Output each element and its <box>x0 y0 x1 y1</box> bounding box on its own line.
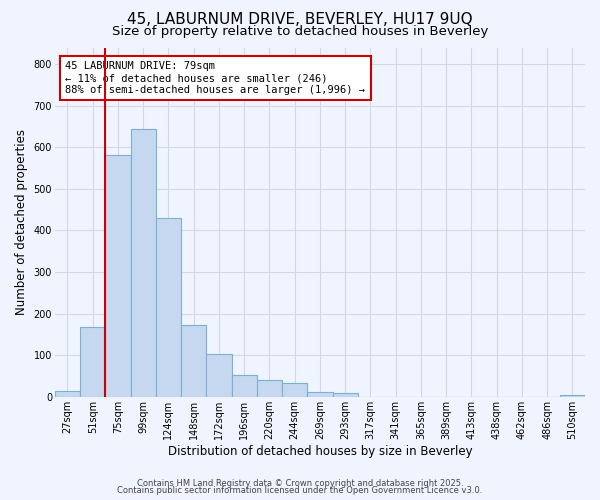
Bar <box>257 380 282 397</box>
Text: Size of property relative to detached houses in Beverley: Size of property relative to detached ho… <box>112 25 488 38</box>
Text: Contains public sector information licensed under the Open Government Licence v3: Contains public sector information licen… <box>118 486 482 495</box>
Bar <box>560 394 585 397</box>
Text: 45, LABURNUM DRIVE, BEVERLEY, HU17 9UQ: 45, LABURNUM DRIVE, BEVERLEY, HU17 9UQ <box>127 12 473 28</box>
Bar <box>55 390 80 397</box>
Y-axis label: Number of detached properties: Number of detached properties <box>15 129 28 315</box>
Bar <box>80 327 106 397</box>
Bar <box>156 218 181 397</box>
Bar <box>206 354 232 397</box>
Bar <box>106 155 131 397</box>
Text: 45 LABURNUM DRIVE: 79sqm
← 11% of detached houses are smaller (246)
88% of semi-: 45 LABURNUM DRIVE: 79sqm ← 11% of detach… <box>65 62 365 94</box>
Bar <box>181 325 206 397</box>
Bar <box>282 384 307 397</box>
Bar <box>332 392 358 397</box>
Bar <box>232 375 257 397</box>
Bar <box>131 128 156 397</box>
X-axis label: Distribution of detached houses by size in Beverley: Distribution of detached houses by size … <box>167 444 472 458</box>
Bar <box>307 392 332 397</box>
Text: Contains HM Land Registry data © Crown copyright and database right 2025.: Contains HM Land Registry data © Crown c… <box>137 478 463 488</box>
